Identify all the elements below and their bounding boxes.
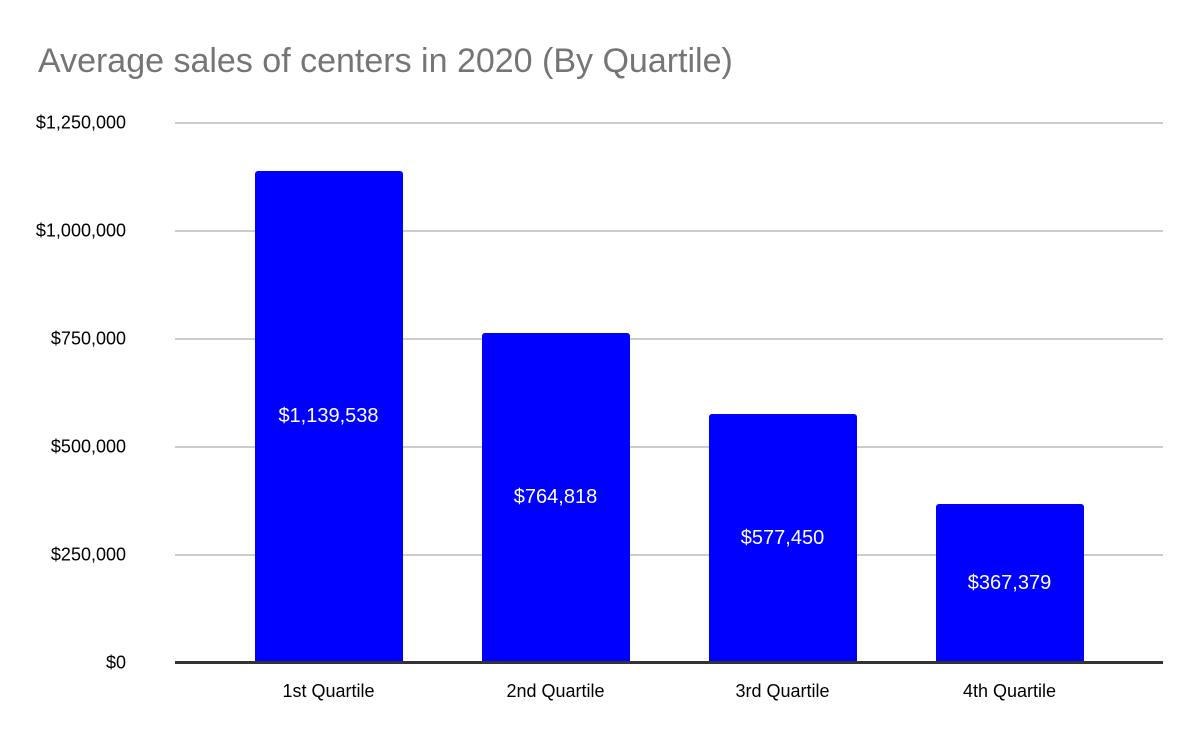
bar-2nd-quartile[interactable]: $764,818 bbox=[481, 332, 630, 663]
chart-title: Average sales of centers in 2020 (By Qua… bbox=[38, 42, 733, 80]
x-tick-label: 3rd Quartile bbox=[735, 681, 830, 701]
x-tick-label: 1st Quartile bbox=[282, 681, 375, 701]
bar-4th-quartile[interactable]: $367,379 bbox=[935, 504, 1084, 663]
y-tick-label: $250,000 bbox=[50, 544, 126, 565]
x-tick-label: 2nd Quartile bbox=[506, 681, 605, 701]
bar-value-label: $577,450 bbox=[740, 526, 825, 549]
bar-value-label: $764,818 bbox=[513, 486, 598, 509]
gridline bbox=[175, 338, 1163, 340]
bar-3rd-quartile[interactable]: $577,450 bbox=[708, 413, 857, 663]
y-tick-label: $0 bbox=[105, 652, 126, 673]
plot-area: $0 $250,000 $500,000 $750,000 $1,000,000 $1,2… bbox=[36, 113, 1163, 701]
bar-1st-quartile[interactable]: $1,139,538 bbox=[254, 170, 403, 663]
y-tick-label: $1,250,000 bbox=[35, 112, 126, 133]
x-tick-label: 4th Quartile bbox=[962, 681, 1057, 701]
gridline bbox=[175, 230, 1163, 232]
gridline bbox=[175, 554, 1163, 556]
y-tick-label: $500,000 bbox=[50, 436, 126, 457]
bar-value-label: $1,139,538 bbox=[278, 405, 379, 428]
x-axis-baseline bbox=[175, 661, 1163, 664]
y-tick-label: $750,000 bbox=[50, 328, 126, 349]
gridline bbox=[175, 122, 1163, 124]
y-tick-label: $1,000,000 bbox=[35, 220, 126, 241]
gridline bbox=[175, 446, 1163, 448]
bar-value-label: $367,379 bbox=[967, 572, 1052, 595]
